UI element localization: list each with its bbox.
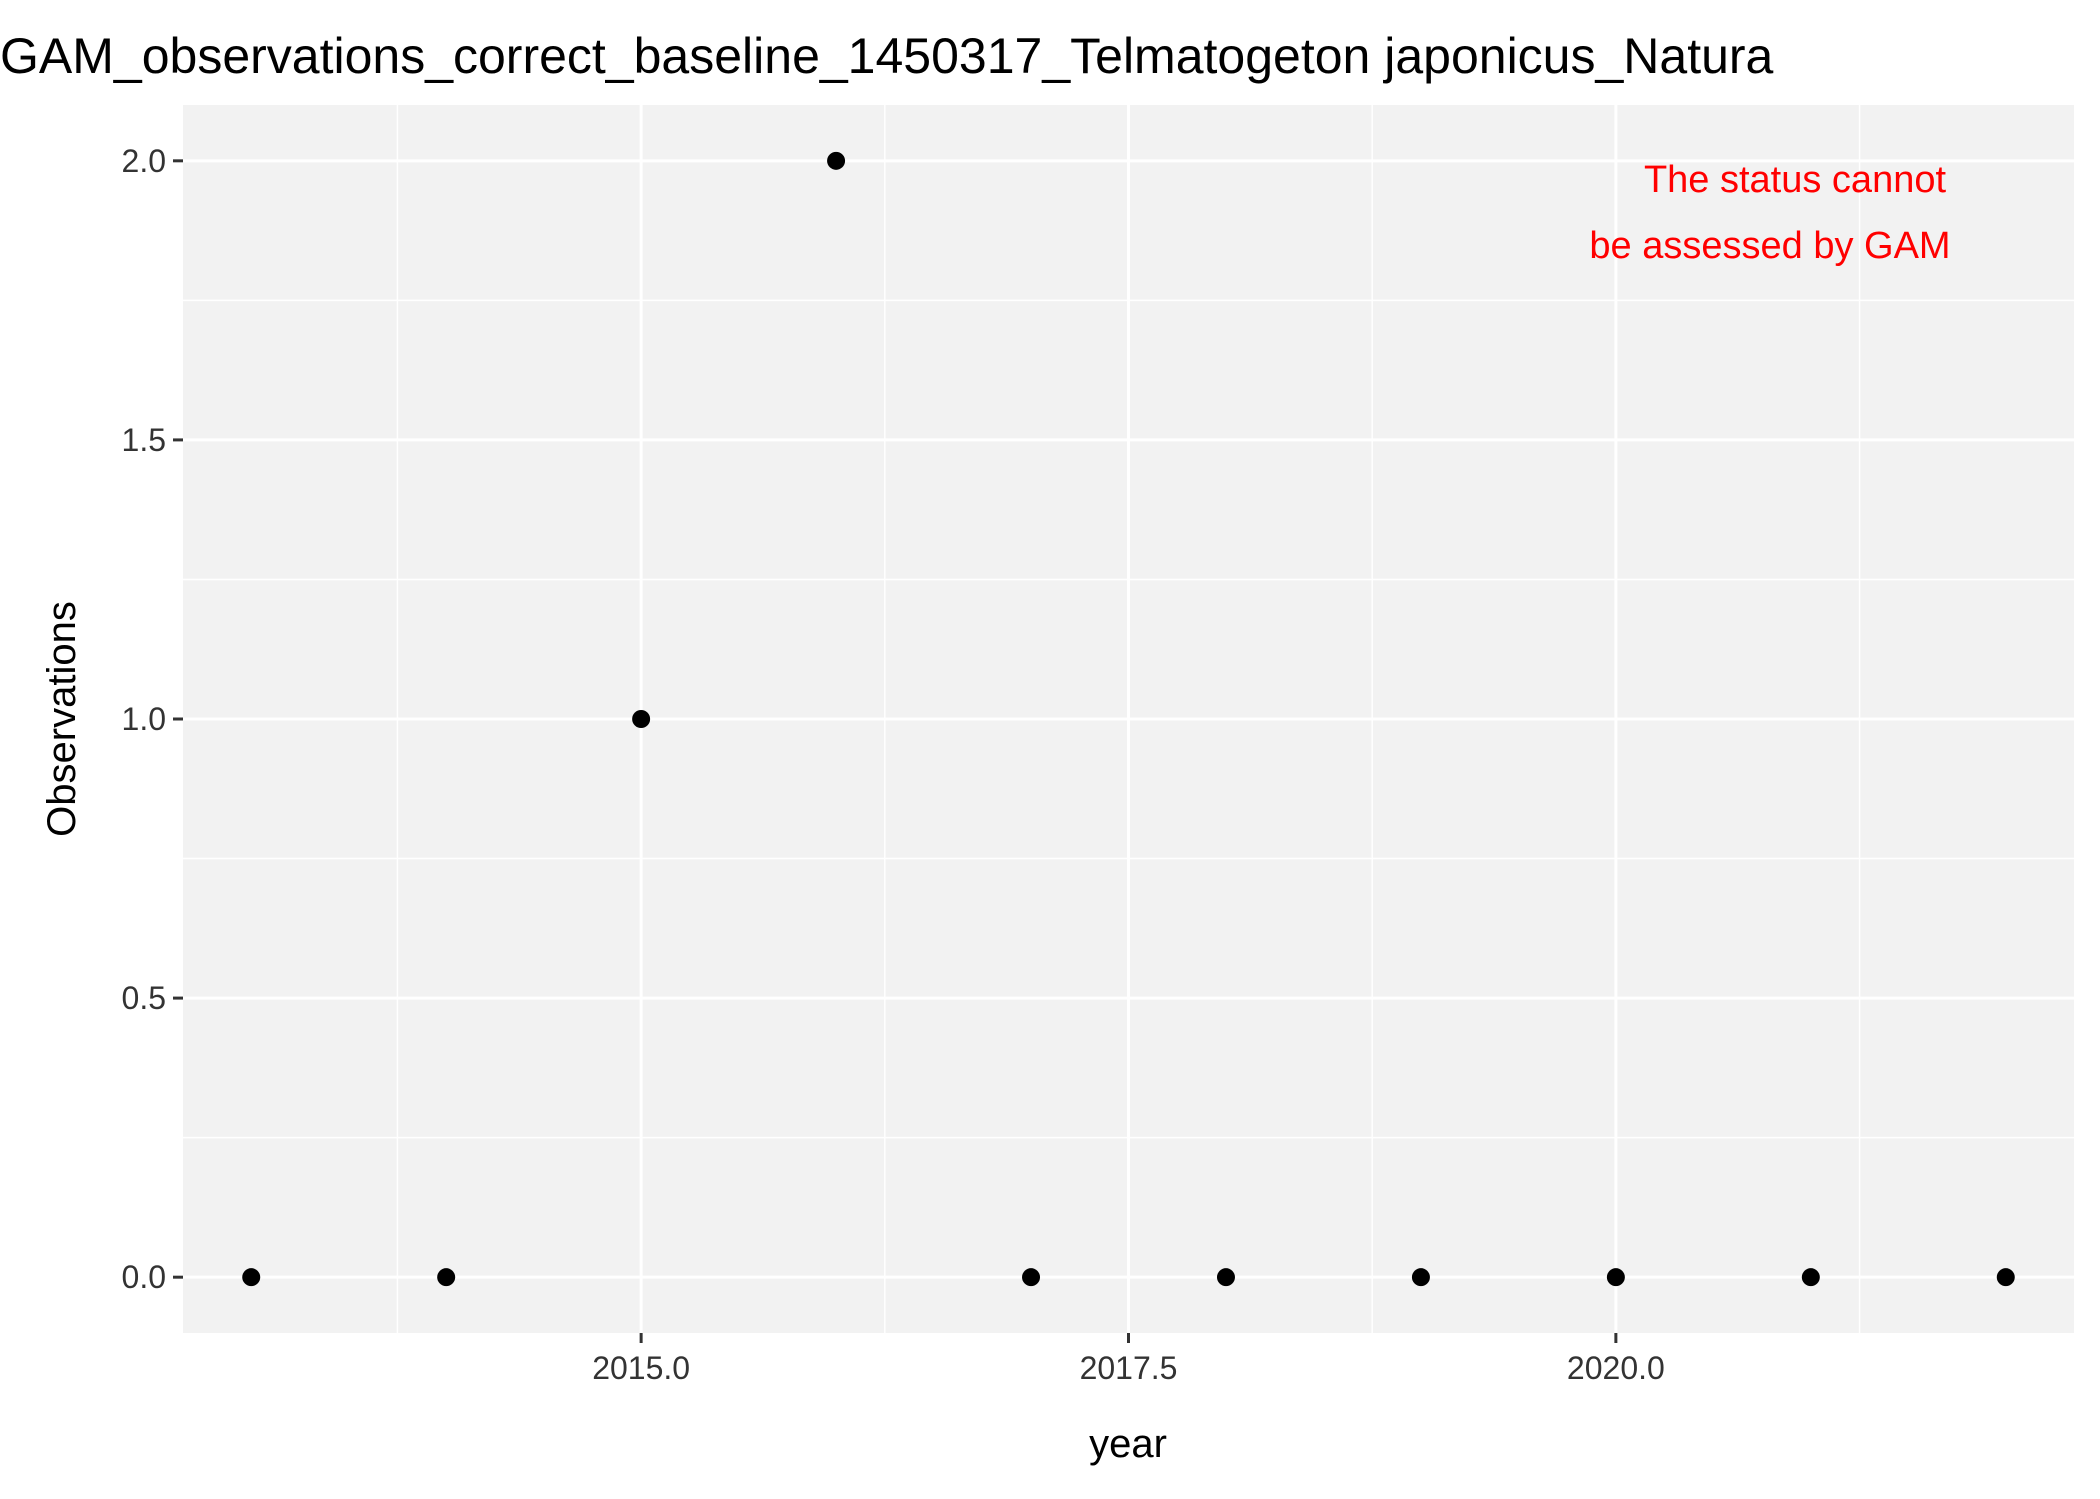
- x-axis-title: year: [1089, 1422, 1167, 1466]
- annotation-line-1: The status cannot: [1644, 159, 1947, 201]
- x-tick-label: 2017.5: [1080, 1350, 1178, 1386]
- y-tick-label: 0.5: [122, 980, 166, 1016]
- data-point: [242, 1268, 261, 1287]
- data-point: [437, 1268, 456, 1287]
- data-point: [1801, 1268, 1820, 1287]
- y-tick-label: 1.5: [122, 422, 166, 458]
- annotation-line-2: be assessed by GAM: [1589, 225, 1950, 267]
- grid-major-lines: [183, 105, 2074, 1333]
- data-point: [1216, 1268, 1235, 1287]
- data-point: [1022, 1268, 1041, 1287]
- y-tick-label: 0.0: [122, 1259, 166, 1295]
- data-points: [242, 151, 2015, 1287]
- y-axis-title: Observations: [40, 601, 84, 837]
- data-point: [1996, 1268, 2015, 1287]
- y-tick-label: 1.0: [122, 701, 166, 737]
- data-point: [632, 710, 651, 728]
- chart-title: GAM_observations_correct_baseline_145031…: [0, 28, 1774, 84]
- x-tick-label: 2015.0: [592, 1350, 690, 1386]
- x-tick-label: 2020.0: [1567, 1350, 1665, 1386]
- axes: 2015.0 2017.5 2020.0 0.0 0.5 1.0 1.5 2.0: [122, 143, 1665, 1386]
- y-tick-label: 2.0: [122, 143, 166, 179]
- data-point: [1606, 1268, 1625, 1287]
- data-point: [827, 151, 846, 170]
- data-point: [1411, 1268, 1430, 1287]
